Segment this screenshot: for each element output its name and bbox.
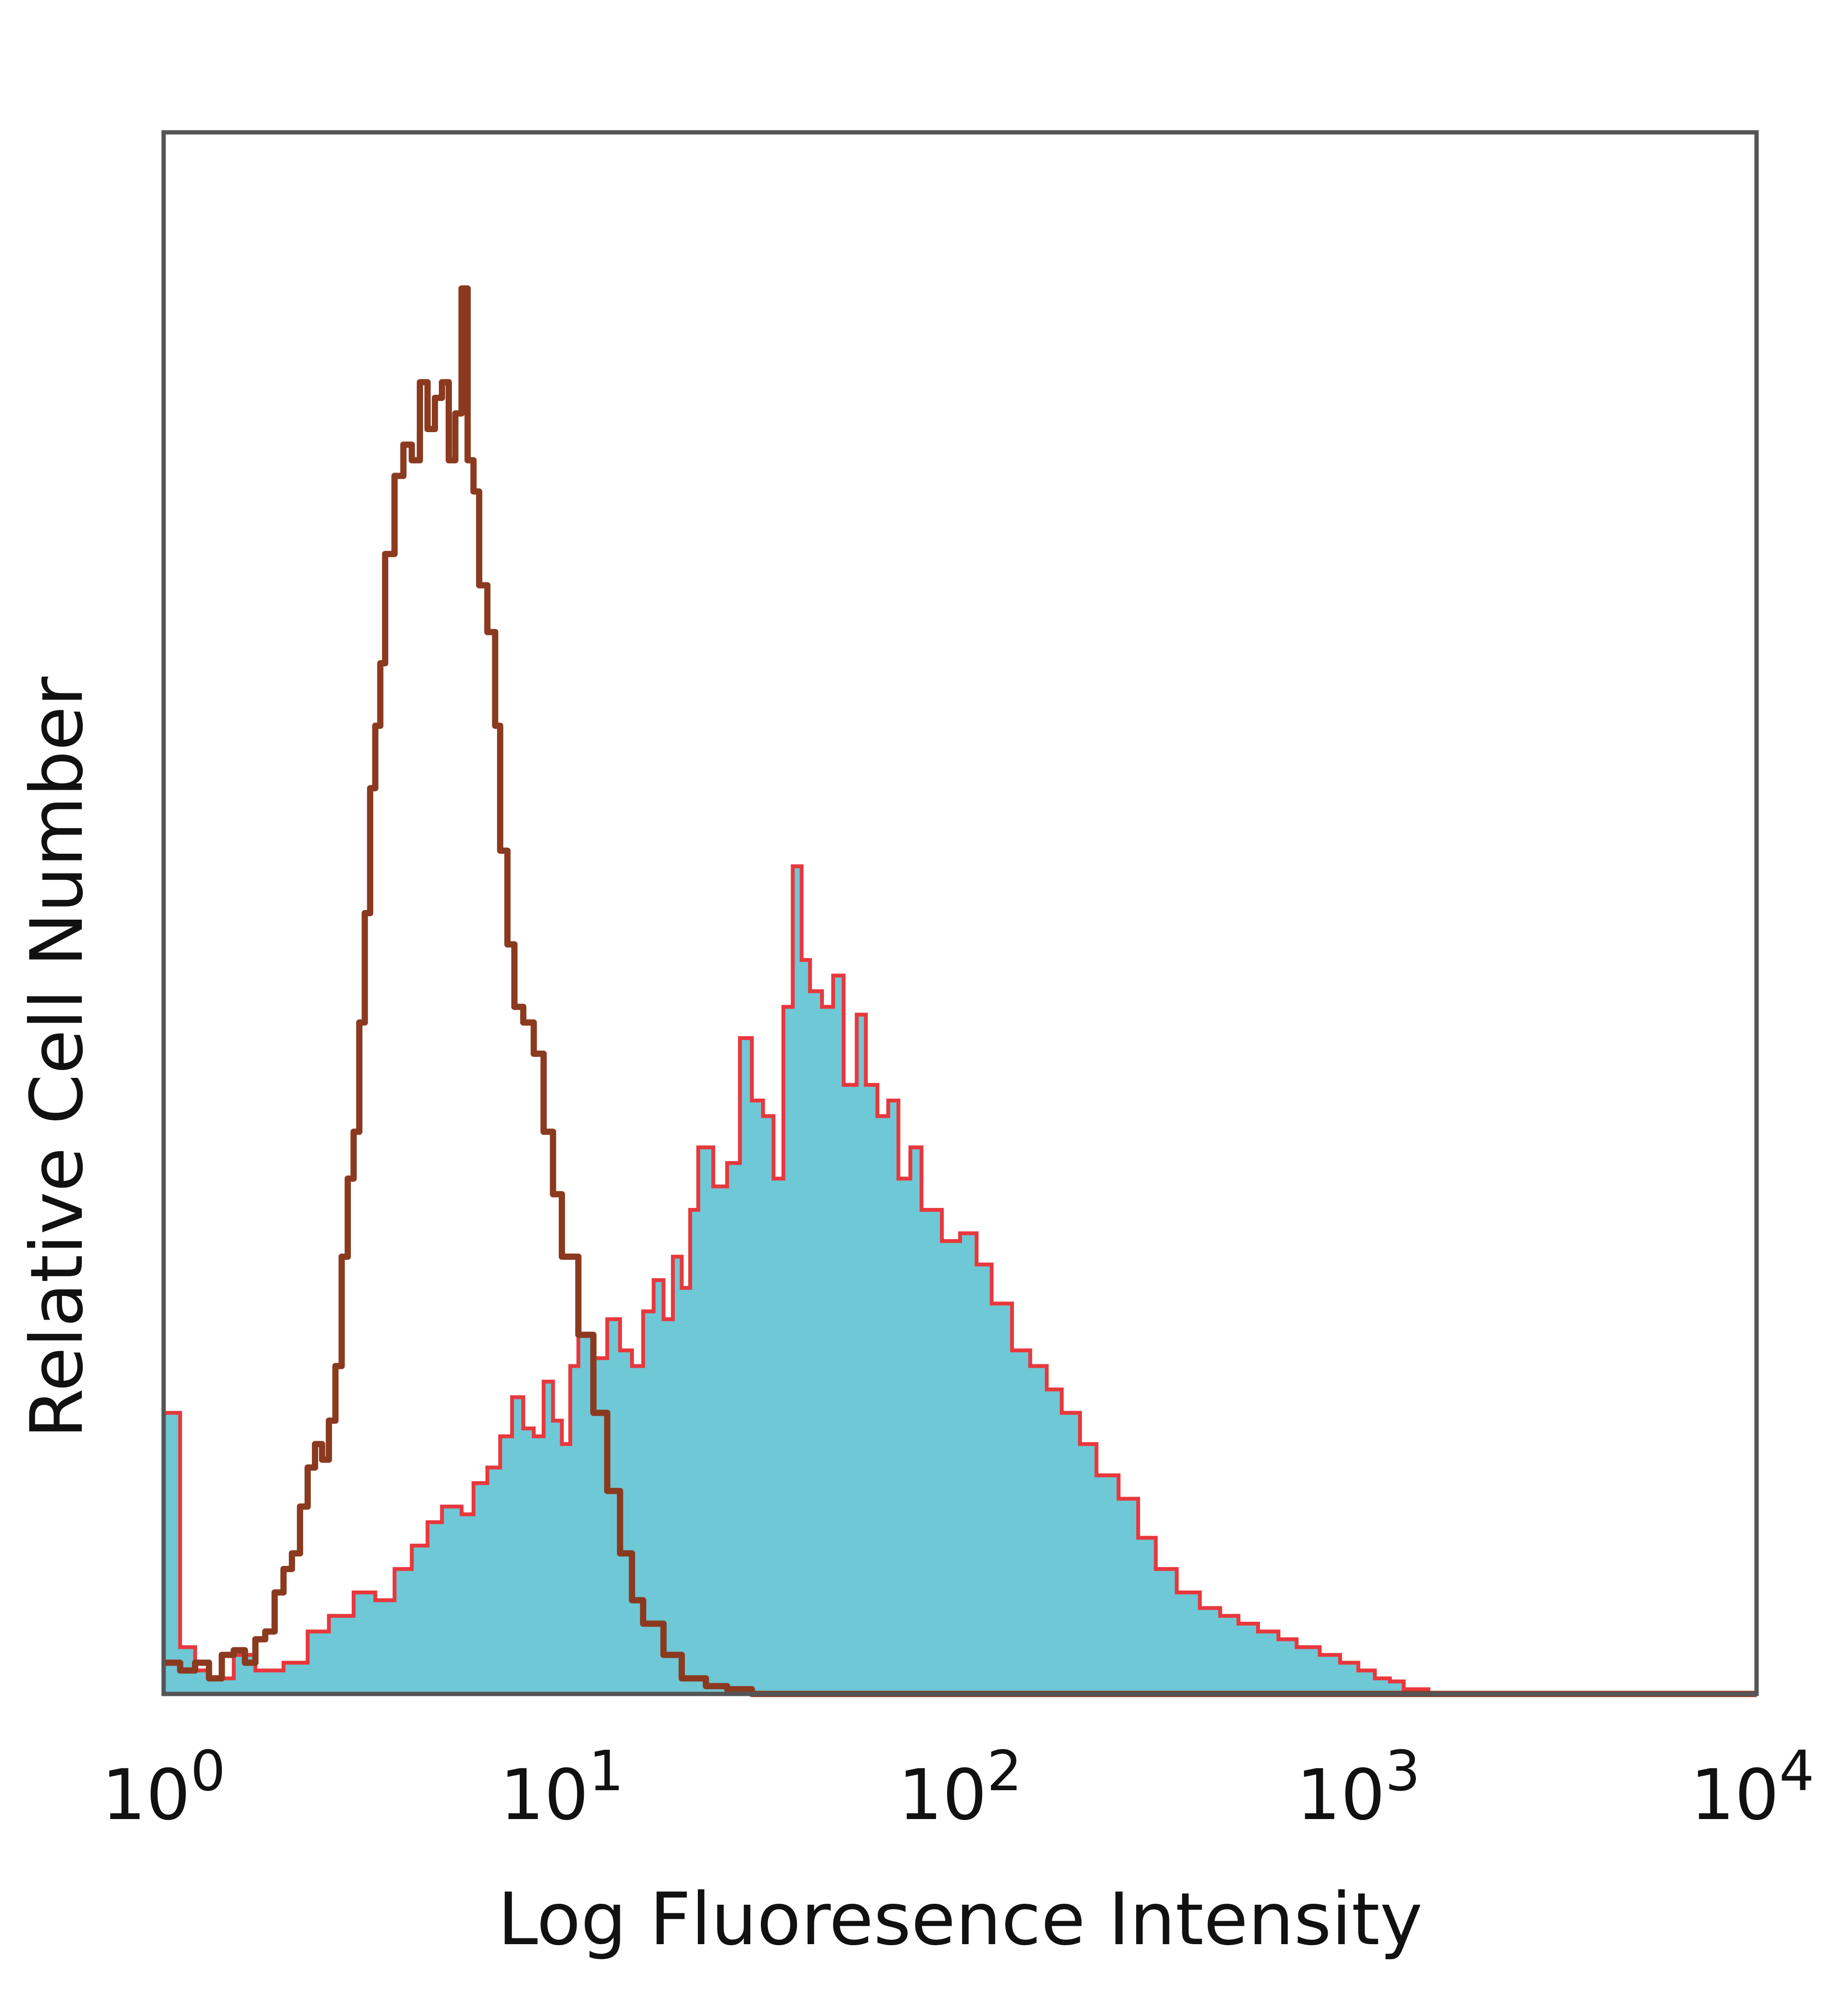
- y-axis-label: Relative Cell Number: [15, 677, 99, 1439]
- histogram-line-series-2: [164, 285, 1757, 1697]
- histogram-edge-series-1: [164, 864, 1757, 1696]
- x-tick-label: 101: [500, 1739, 624, 1836]
- x-tick-label: 104: [1690, 1739, 1814, 1836]
- x-tick-labels: 100 101 102 103 104: [102, 1739, 1814, 1836]
- x-tick-label: 103: [1296, 1739, 1421, 1836]
- x-axis-label: Log Fluoresence Intensity: [498, 1878, 1423, 1962]
- x-tick-label: 100: [102, 1739, 226, 1836]
- x-tick-label: 102: [898, 1739, 1022, 1836]
- plot-frame: [161, 130, 1759, 1696]
- series-layer: [164, 285, 1757, 1697]
- histogram-fill-series-1: [164, 866, 1757, 1694]
